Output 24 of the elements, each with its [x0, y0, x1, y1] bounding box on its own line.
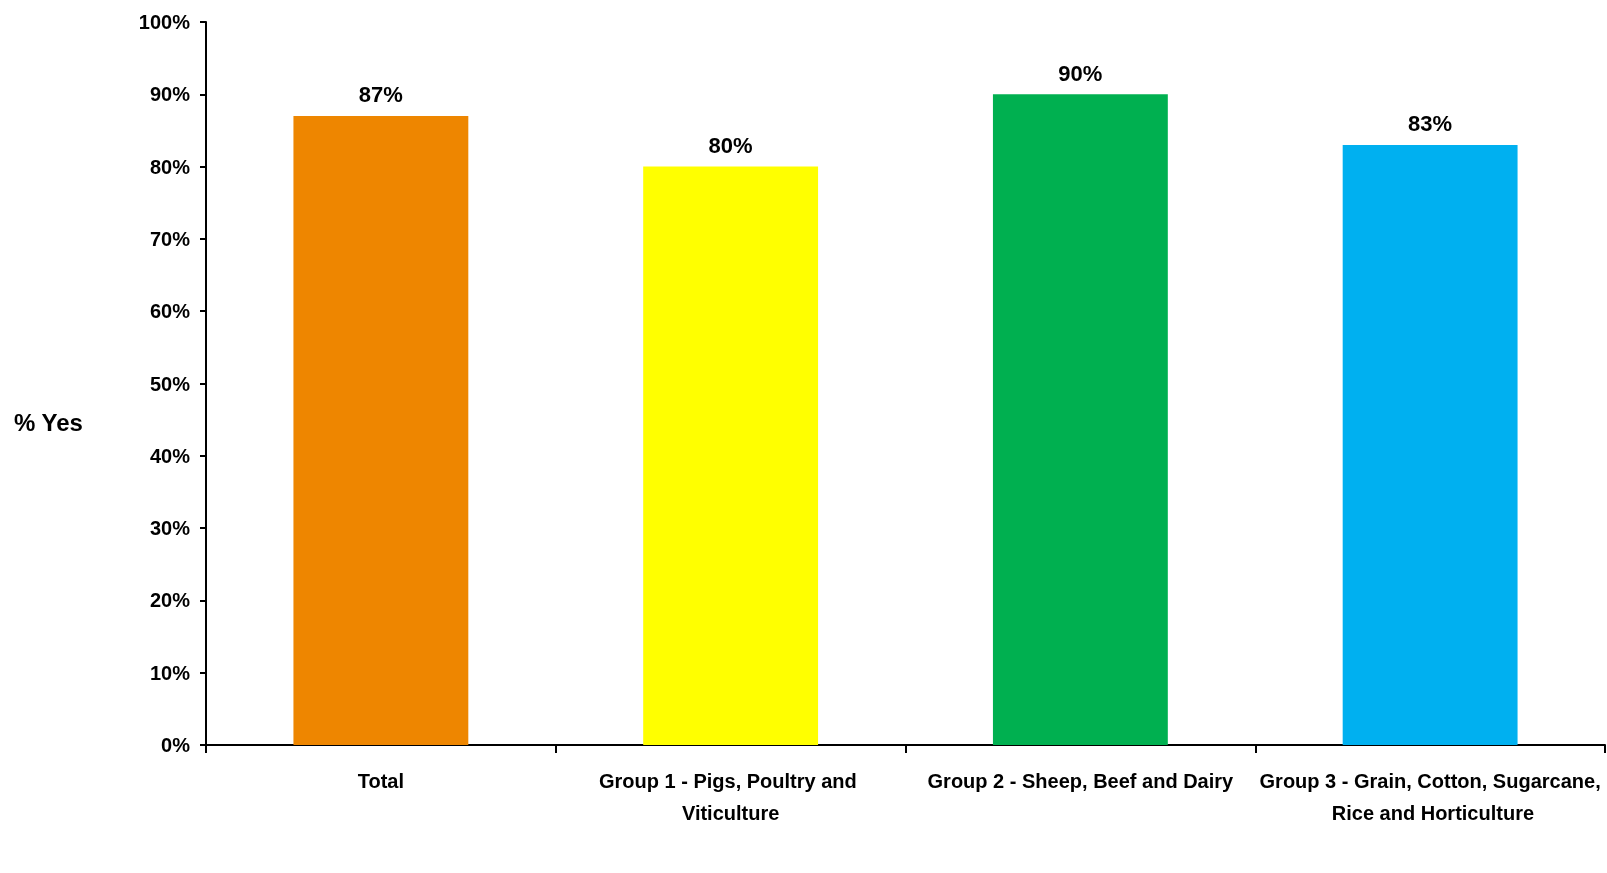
y-tick-label: 90% — [149, 83, 191, 106]
x-tick-label: Group 3 - Grain, Cotton, Sugarcane, Rice and Horticulture — [1259, 770, 1601, 824]
y-tick-label: 50% — [149, 372, 191, 395]
data-label: 87% — [358, 82, 403, 108]
x-tick-label: Total — [357, 770, 405, 792]
x-tick-label: Group 2 - Sheep, Beef and Dairy — [927, 770, 1235, 792]
bar — [643, 166, 819, 745]
y-axis-title: % Yes — [14, 408, 83, 436]
bar — [293, 115, 469, 745]
y-tick-label: 60% — [149, 300, 191, 323]
bar — [992, 94, 1168, 745]
bar — [1342, 144, 1518, 745]
y-tick-label: 10% — [149, 661, 191, 684]
y-tick-label: 20% — [149, 589, 191, 612]
y-tick-label: 40% — [149, 444, 191, 467]
y-tick-label: 0% — [161, 734, 191, 756]
data-label: 90% — [1058, 60, 1103, 86]
y-tick-label: 100% — [138, 11, 191, 33]
data-label: 83% — [1408, 111, 1453, 137]
y-tick-label: 70% — [149, 227, 191, 250]
x-tick-label: Group 1 - Pigs, Poultry and Viticulture — [598, 770, 863, 824]
data-label: 80% — [708, 133, 753, 159]
y-tick-label: 30% — [149, 517, 191, 540]
y-tick-label: 80% — [149, 155, 191, 178]
